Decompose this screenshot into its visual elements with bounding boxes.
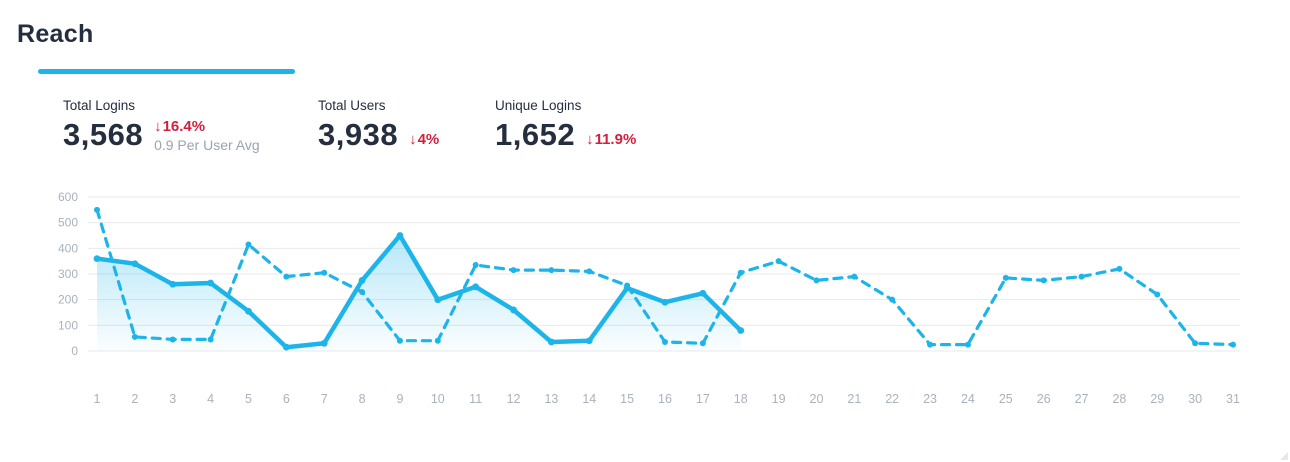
stat-note: 0.9 Per User Avg: [154, 137, 260, 153]
svg-text:7: 7: [321, 392, 328, 406]
stat-total-users: Total Users 3,938 ↓4%: [318, 98, 439, 152]
svg-text:9: 9: [396, 392, 403, 406]
logins-line-chart[interactable]: 0 100 200 300 400 500 600 1 2 3 4 5 6 7 8 9 10 11 12 13 14 15…: [0, 185, 1290, 420]
svg-text:23: 23: [923, 392, 937, 406]
svg-text:20: 20: [810, 392, 824, 406]
svg-text:29: 29: [1150, 392, 1164, 406]
svg-text:22: 22: [885, 392, 899, 406]
stat-value: 3,568: [63, 117, 144, 152]
delta-badge: ↓16.4%: [154, 118, 260, 135]
resize-handle-icon[interactable]: [1280, 452, 1288, 460]
stat-label: Total Users: [318, 98, 386, 113]
svg-text:28: 28: [1112, 392, 1126, 406]
stat-total-logins: Total Logins 3,568 ↓16.4% 0.9 Per User A…: [63, 98, 260, 154]
stat-label: Total Logins: [63, 98, 136, 113]
svg-text:8: 8: [359, 392, 366, 406]
stat-unique-logins: Unique Logins 1,652 ↓11.9%: [495, 98, 636, 152]
svg-text:2: 2: [131, 392, 138, 406]
svg-text:19: 19: [772, 392, 786, 406]
svg-text:100: 100: [58, 318, 78, 332]
svg-text:1: 1: [94, 392, 101, 406]
stat-label: Unique Logins: [495, 98, 582, 113]
page-title: Reach: [17, 20, 94, 48]
svg-text:4: 4: [207, 392, 214, 406]
svg-text:12: 12: [507, 392, 521, 406]
series-dashed: [94, 206, 1236, 348]
svg-text:3: 3: [169, 392, 176, 406]
svg-text:30: 30: [1188, 392, 1202, 406]
svg-text:27: 27: [1075, 392, 1089, 406]
active-tab-indicator: [38, 69, 295, 74]
stat-value: 1,652: [495, 117, 576, 152]
svg-text:15: 15: [620, 392, 634, 406]
delta-value: 4%: [417, 131, 440, 148]
svg-text:200: 200: [58, 293, 78, 307]
series-solid: [93, 232, 745, 351]
arrow-down-icon: ↓: [409, 131, 417, 148]
svg-text:21: 21: [847, 392, 861, 406]
svg-text:300: 300: [58, 267, 78, 281]
y-axis-labels: 0 100 200 300 400 500 600: [58, 190, 78, 358]
svg-text:6: 6: [283, 392, 290, 406]
x-axis-labels: 1 2 3 4 5 6 7 8 9 10 11 12 13 14 15 16 17 18 19 20 21 22 23 24 2…: [94, 392, 1240, 406]
svg-text:17: 17: [696, 392, 710, 406]
svg-text:26: 26: [1037, 392, 1051, 406]
delta-badge: ↓11.9%: [586, 131, 636, 148]
svg-text:5: 5: [245, 392, 252, 406]
svg-text:31: 31: [1226, 392, 1240, 406]
delta-badge: ↓4%: [409, 131, 439, 148]
svg-text:400: 400: [58, 241, 78, 255]
svg-text:10: 10: [431, 392, 445, 406]
svg-text:600: 600: [58, 190, 78, 204]
svg-text:500: 500: [58, 216, 78, 230]
arrow-down-icon: ↓: [154, 118, 162, 135]
svg-text:0: 0: [71, 344, 78, 358]
svg-text:24: 24: [961, 392, 975, 406]
arrow-down-icon: ↓: [586, 131, 594, 148]
svg-text:16: 16: [658, 392, 672, 406]
svg-text:18: 18: [734, 392, 748, 406]
svg-text:11: 11: [469, 392, 482, 406]
delta-value: 16.4%: [162, 118, 206, 135]
stat-value: 3,938: [318, 117, 399, 152]
svg-text:14: 14: [582, 392, 596, 406]
svg-text:25: 25: [999, 392, 1013, 406]
svg-text:13: 13: [544, 392, 558, 406]
delta-value: 11.9%: [594, 131, 637, 148]
